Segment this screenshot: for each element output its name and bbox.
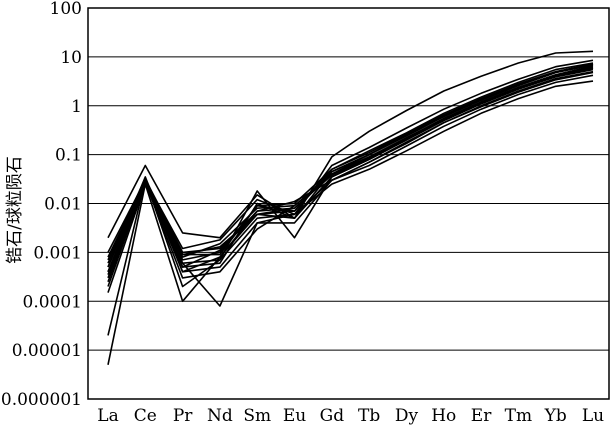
- y-tick-label: 0.001: [33, 243, 82, 263]
- series-line-15: [107, 66, 594, 283]
- series-line-1: [107, 50, 594, 239]
- x-tick-label: Yb: [544, 406, 567, 426]
- x-tick-label: Eu: [283, 406, 306, 426]
- y-tick-label: 0.01: [44, 195, 82, 215]
- x-tick-labels: La Ce Pr Nd Sm Eu Gd Tb Dy Ho Er Tm Yb Lu: [97, 406, 604, 426]
- series-line-10: [107, 74, 594, 287]
- series-line-13: [107, 80, 594, 268]
- series-line-14: [107, 63, 594, 261]
- y-tick-labels: 0.000001 0.00001 0.0001 0.001 0.01 0.1 1 10 100: [1, 0, 82, 410]
- y-tick-label: 0.000001: [1, 390, 82, 410]
- x-tick-label: Er: [471, 406, 492, 426]
- x-tick-label: Ce: [134, 406, 157, 426]
- x-tick-label: Gd: [320, 406, 345, 426]
- y-tick-label: 0.00001: [12, 341, 82, 361]
- y-tick-label: 0.1: [55, 146, 82, 166]
- y-tick-label: 0.0001: [23, 292, 82, 312]
- y-tick-label: 100: [50, 0, 82, 19]
- plot-frame: [87, 7, 610, 400]
- series-line-6: [107, 70, 594, 365]
- x-tick-label: Lu: [582, 406, 604, 426]
- x-tick-label: Tb: [358, 406, 380, 426]
- x-tick-label: Dy: [395, 406, 419, 426]
- series-line-11: [107, 59, 594, 258]
- x-tick-label: La: [97, 406, 118, 426]
- x-tick-label: Nd: [207, 406, 233, 426]
- series-line-12: [107, 71, 594, 275]
- x-tick-label: Pr: [173, 406, 193, 426]
- x-tick-label: Tm: [505, 406, 532, 426]
- x-tick-label: Ho: [431, 406, 456, 426]
- series-line-16: [107, 68, 594, 273]
- series-group: [107, 50, 594, 365]
- y-tick-label: 10: [60, 48, 82, 68]
- x-tick-label: Sm: [243, 406, 271, 426]
- y-tick-label: 1: [71, 97, 82, 117]
- y-axis-label: 锆石/球粒陨石: [5, 156, 25, 264]
